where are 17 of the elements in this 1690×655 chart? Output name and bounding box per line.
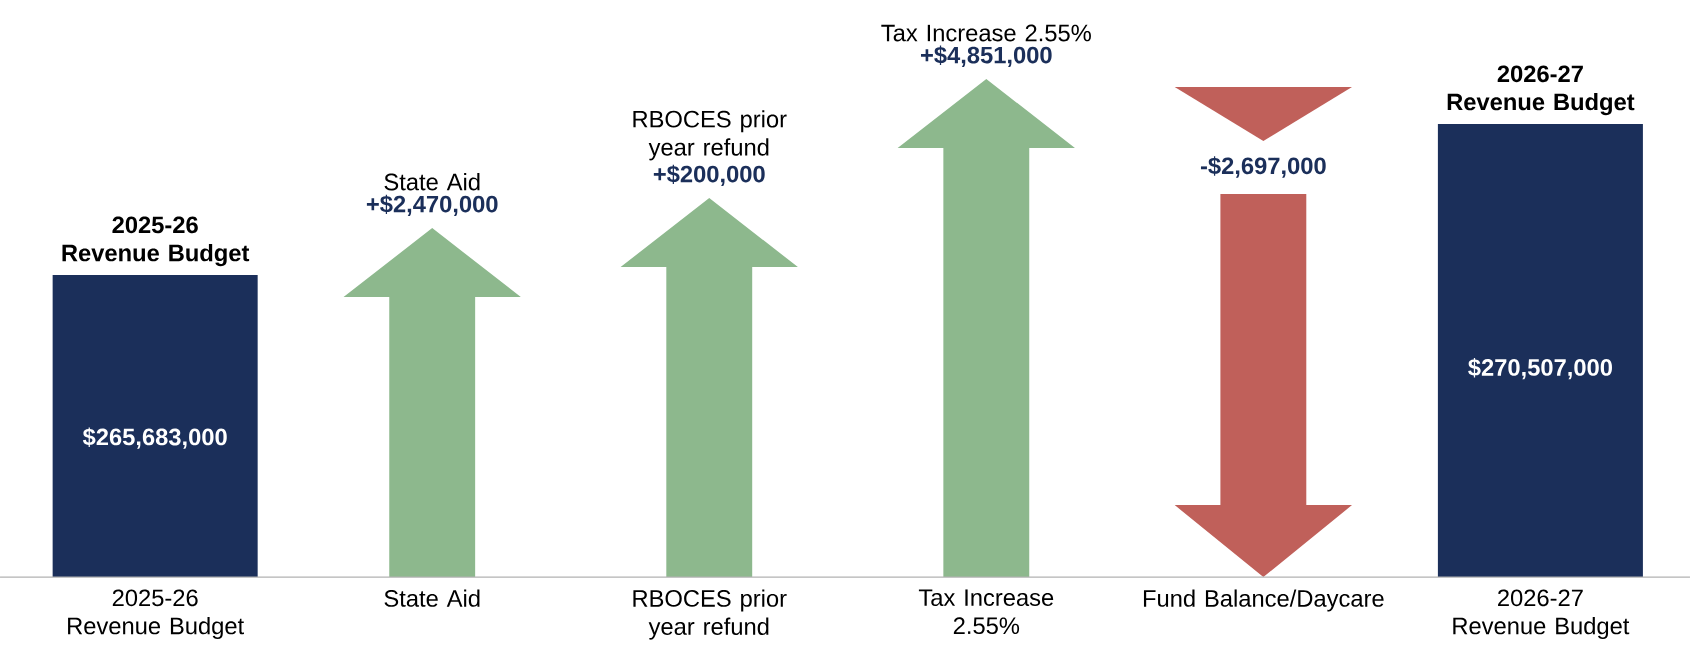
data-label: $270,507,000 bbox=[1468, 357, 1612, 380]
data-label: +$200,000 bbox=[653, 164, 765, 186]
text: 2025-26 Revenue Budget bbox=[62, 216, 250, 267]
category-label: RBOCES prior year refund bbox=[633, 589, 787, 640]
data-label: +$4,851,000 bbox=[920, 45, 1052, 67]
data-label: +$2,470,000 bbox=[366, 194, 498, 216]
text: RBOCES prior year refund bbox=[633, 110, 787, 161]
category-label: Fund Balance/Daycare bbox=[1143, 589, 1384, 612]
category-label: 2026-27 Revenue Budget bbox=[1453, 589, 1630, 640]
category-label: Tax Increase 2.55% bbox=[918, 589, 1054, 635]
text: 2026-27 Revenue Budget bbox=[1447, 65, 1635, 116]
category-label: State Aid bbox=[384, 589, 480, 607]
data-label: $265,683,000 bbox=[82, 427, 227, 449]
text: Tax Increase 2.55% bbox=[881, 24, 1091, 42]
text: State Aid bbox=[384, 172, 480, 191]
data-label: -$2,697,000 bbox=[1200, 156, 1326, 178]
category-label: 2025-26 Revenue Budget bbox=[68, 589, 244, 640]
